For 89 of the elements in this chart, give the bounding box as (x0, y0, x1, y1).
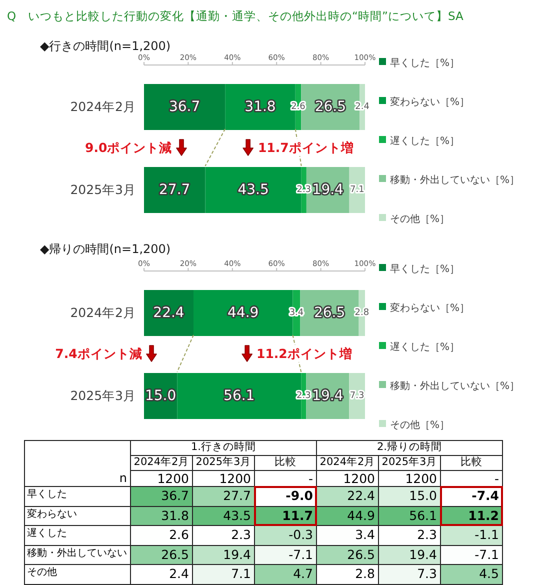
y-tick-label: 移動・外出していない (24, 544, 131, 565)
legend-label: 変わらない［%］ (390, 302, 470, 314)
text: 1200 (219, 471, 251, 486)
text: 7.4ポイント減 (55, 344, 142, 362)
data-label: 15.0 (378, 486, 441, 506)
y-tick-label: その他 (24, 564, 131, 584)
data-label: 19.4 (312, 388, 344, 404)
x-tick-label: 比較 (254, 455, 317, 471)
text: - (308, 471, 313, 486)
text: - (494, 471, 499, 486)
data-label: 2.6 (130, 525, 193, 546)
data-label: 4.5 (440, 564, 503, 584)
text: 1200 (157, 471, 189, 486)
data-label: 44.9 (228, 305, 259, 321)
legend-label: その他［%］ (390, 420, 450, 430)
data-label: 22.4 (316, 486, 379, 506)
data-label: 2.8 (316, 564, 379, 584)
data-label: 31.8 (244, 99, 276, 115)
data-label: 27.7 (192, 486, 255, 506)
y-tick-label: n (119, 471, 127, 485)
text: 1200 (405, 471, 437, 486)
legend-label: その他［%］ (390, 214, 450, 224)
text: 2.帰りの時間 (316, 440, 503, 456)
data-label: 22.4 (153, 305, 184, 321)
data-label: 11.2 (440, 506, 503, 526)
y-tick-label: 2025年3月 (70, 388, 136, 403)
data-label: 19.4 (378, 544, 441, 565)
data-label: 4.7 (254, 564, 317, 584)
data-label: 2.4 (355, 102, 370, 112)
data-label: -7.1 (254, 544, 317, 565)
data-label: 56.1 (378, 506, 441, 526)
data-label: 7.3 (378, 564, 441, 584)
data-label: 3.4 (316, 525, 379, 546)
data-label: 31.8 (130, 506, 193, 526)
chart-subtitle: ◆行きの時間(n=1,200) (40, 38, 171, 54)
data-label: 19.4 (312, 182, 344, 198)
x-tick-label: 2025年3月 (378, 455, 441, 471)
data-label: 26.5 (314, 99, 346, 115)
data-label: 11.7 (254, 506, 317, 526)
data-label: 7.1 (350, 185, 364, 195)
data-label: 43.5 (238, 182, 269, 198)
data-label: 36.7 (130, 486, 193, 506)
data-label: 2.4 (130, 564, 193, 584)
data-label: 27.7 (159, 182, 190, 198)
y-tick-label: 早くした (24, 486, 131, 506)
legend-label: 移動・外出していない［%］ (390, 174, 520, 186)
data-label: 26.5 (130, 544, 193, 565)
y-tick-label: 遅くした (24, 525, 131, 546)
data-label: -7.4 (440, 486, 503, 506)
data-label: 19.4 (192, 544, 255, 565)
legend-label: 移動・外出していない［%］ (390, 380, 520, 392)
annotation: 11.2ポイント増 (256, 344, 352, 362)
annotation: 9.0ポイント減 (85, 138, 172, 156)
data-label: 2.8 (354, 308, 370, 318)
y-tick-label: 2024年2月 (70, 98, 136, 114)
data-label: 7.1 (192, 564, 255, 584)
annotation: 11.7ポイント増 (258, 138, 354, 156)
data-label: 2.3 (192, 525, 255, 546)
chart-title: Q いつもと比較した行動の変化【通勤・通学、その他外出時の“時間”について】SA (7, 9, 464, 24)
data-label: -9.0 (254, 486, 317, 506)
x-tick-label: 2025年3月 (192, 455, 255, 471)
data-label: -7.1 (440, 544, 503, 565)
y-tick-label: 2024年2月 (70, 304, 136, 320)
legend-label: 遅くした［%］ (390, 136, 460, 146)
bar (144, 167, 206, 213)
x-tick-label: 2024年2月 (316, 455, 379, 471)
bar (144, 84, 226, 130)
legend-label: 早くした［%］ (390, 264, 460, 274)
data-label: -0.3 (254, 525, 317, 546)
legend-label: 早くした［%］ (390, 58, 460, 68)
legend-label: 変わらない［%］ (390, 96, 470, 108)
data-label: 7.3 (350, 391, 364, 401)
data-label: 36.7 (168, 99, 200, 115)
data-label: 26.5 (316, 544, 379, 565)
y-tick-label: 変わらない (24, 506, 131, 526)
y-tick-label: 2025年3月 (70, 182, 136, 197)
data-label: 43.5 (192, 506, 255, 526)
x-tick-label: 2024年2月 (130, 455, 193, 471)
data-label: 15.0 (144, 388, 176, 404)
text: 1.行きの時間 (130, 440, 317, 456)
data-label: 2.3 (378, 525, 441, 546)
data-label: 56.1 (224, 388, 255, 404)
x-tick-label: 比較 (440, 455, 503, 471)
data-label: 26.5 (314, 305, 346, 321)
data-label: 44.9 (316, 506, 379, 526)
chart-title: ◆帰りの時間(n=1,200) (40, 241, 171, 258)
legend-label: 遅くした［%］ (390, 342, 460, 352)
data-label: -1.1 (440, 525, 503, 546)
text: 1200 (343, 471, 375, 486)
